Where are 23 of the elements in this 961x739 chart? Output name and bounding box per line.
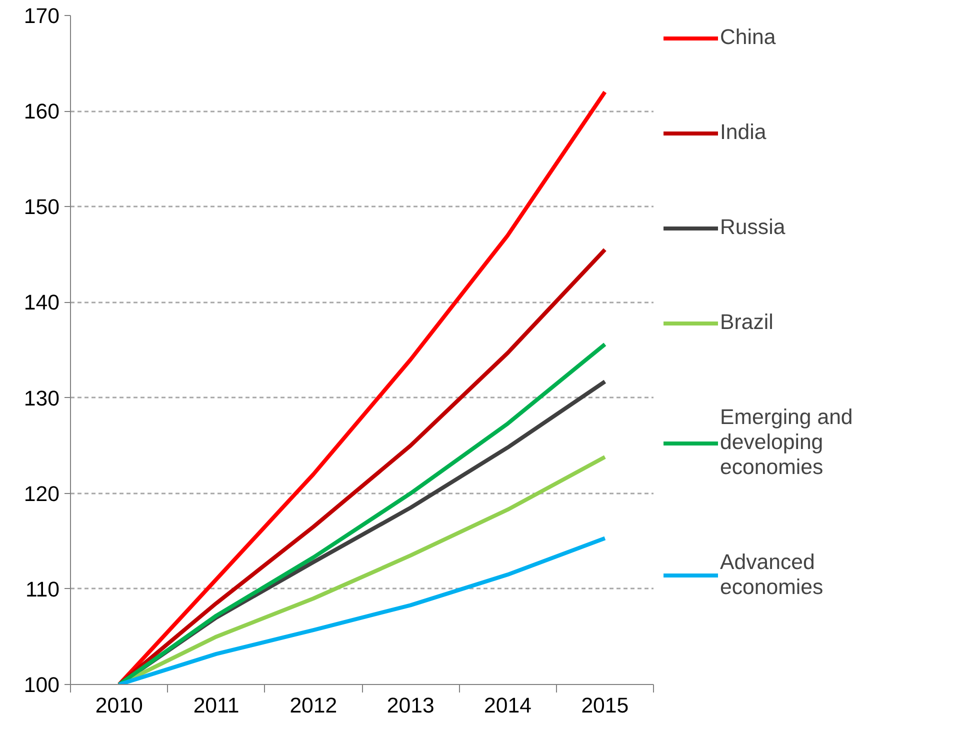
legend-label: China: [720, 25, 776, 50]
x-tick-label: 2010: [95, 694, 143, 718]
legend-label: Advanced economies: [720, 550, 824, 600]
line-series: [117, 90, 607, 684]
y-tick-label: 100: [24, 673, 60, 697]
y-tick-label: 130: [24, 386, 60, 410]
legend-label: Russia: [720, 215, 786, 240]
y-tick-label: 140: [24, 290, 60, 315]
x-tick-label: 2013: [386, 694, 434, 718]
legend-label: Emerging and developing economies: [720, 405, 853, 480]
y-tick-label: 170: [24, 4, 60, 28]
line-series: [117, 536, 607, 684]
line-series: [117, 248, 607, 684]
legend-label: Brazil: [720, 310, 774, 335]
y-tick-label: 150: [24, 195, 60, 220]
y-tick-label: 110: [26, 577, 60, 602]
x-tick-label: 2011: [193, 694, 240, 718]
y-tick-label: 120: [24, 482, 60, 506]
x-tick-label: 2014: [484, 694, 532, 718]
x-tick-label: 2012: [290, 694, 338, 718]
x-tick-label: 2015: [581, 694, 629, 718]
legend-label: India: [720, 120, 766, 145]
y-tick-label: 160: [24, 100, 60, 124]
